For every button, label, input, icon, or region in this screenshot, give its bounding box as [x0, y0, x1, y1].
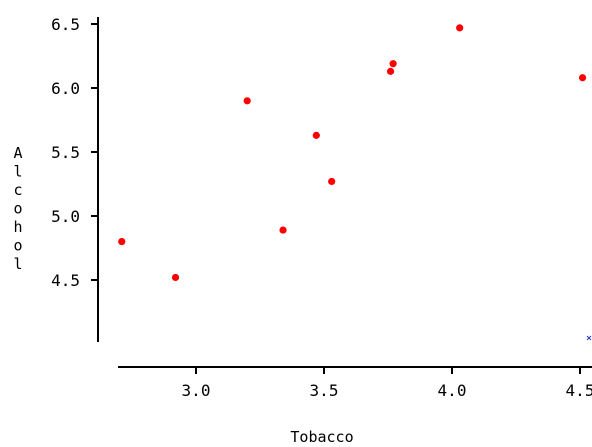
- y-axis-title-char: o: [13, 237, 22, 255]
- x-axis: 3.0 3.5 4.0 4.5: [118, 366, 592, 400]
- data-point-10: [578, 74, 587, 82]
- data-point-1: [118, 238, 126, 246]
- x-tick-label: 3.5: [310, 381, 339, 400]
- y-tick-label: 6.0: [51, 79, 80, 98]
- y-tick-label: 5.0: [51, 207, 80, 226]
- x-tick-label: 3.0: [182, 381, 211, 400]
- data-point-7: [386, 67, 395, 75]
- y-axis-title-char: o: [13, 200, 22, 218]
- y-axis-title-char: c: [13, 181, 22, 199]
- y-axis-title-char: l: [13, 163, 22, 181]
- y-tick-label: 6.5: [51, 15, 80, 34]
- data-point-2: [171, 273, 180, 282]
- data-point-9: [456, 24, 464, 32]
- x-tick-label: 4.0: [438, 381, 467, 400]
- data-point-8: [389, 60, 397, 68]
- y-axis: 4.5 5.0 5.5 6.0 6.5: [51, 15, 99, 342]
- corner-marker-stroke-b: [586, 335, 592, 341]
- y-axis-title-char: l: [13, 255, 22, 273]
- data-point-5: [312, 131, 320, 139]
- axis-extras: [586, 335, 592, 341]
- data-point-3: [243, 97, 251, 105]
- x-tick-label: 4.5: [566, 381, 592, 400]
- x-axis-title: Tobacco: [290, 428, 353, 446]
- y-tick-label: 5.5: [51, 143, 80, 162]
- y-tick-label: 4.5: [51, 271, 80, 290]
- data-points: [118, 24, 587, 282]
- y-axis-title-char: A: [13, 144, 22, 162]
- y-axis-title-char: h: [13, 218, 22, 236]
- data-point-6: [328, 177, 336, 186]
- data-point-4: [279, 226, 287, 234]
